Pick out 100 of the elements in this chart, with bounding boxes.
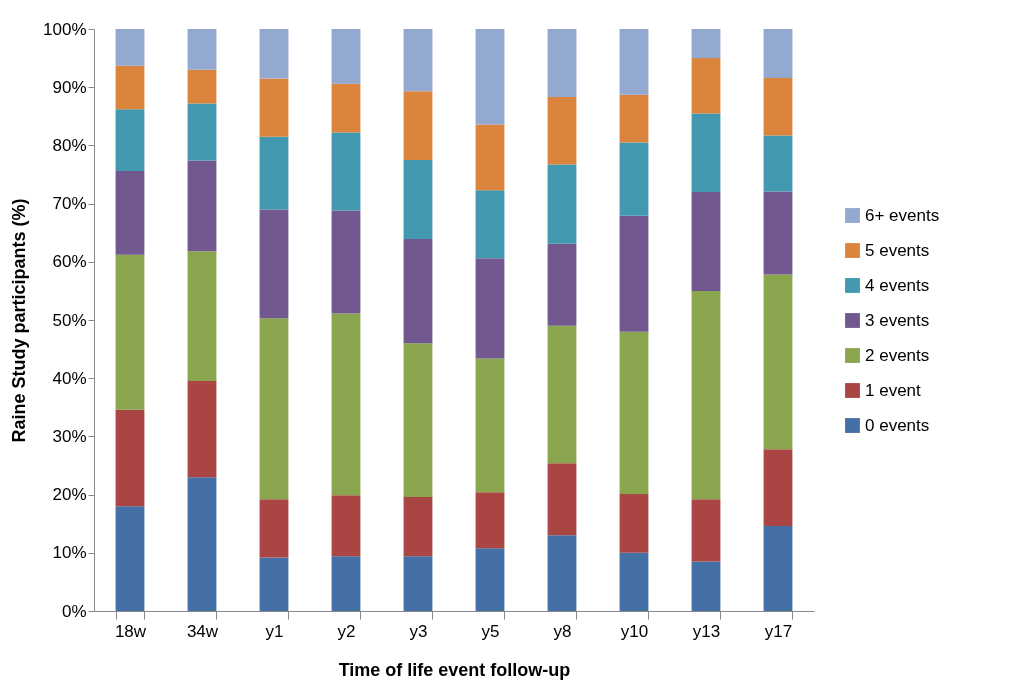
bar — [115, 506, 145, 611]
bar — [691, 191, 721, 291]
x-tick-label: y10 — [620, 621, 649, 641]
bar — [259, 209, 289, 319]
bar — [259, 136, 289, 210]
bar — [187, 103, 217, 161]
bar — [187, 477, 217, 611]
x-tick-label: y17 — [764, 621, 793, 641]
bar — [403, 91, 433, 160]
bar — [187, 69, 217, 104]
bar — [331, 556, 361, 611]
bar — [403, 343, 433, 497]
bar — [187, 381, 217, 478]
bar — [619, 142, 649, 216]
y-tick-label: 50% — [52, 310, 87, 330]
bar — [115, 254, 145, 410]
bar — [115, 29, 145, 66]
x-tick-label: 18w — [114, 621, 147, 641]
y-tick-label: 40% — [52, 368, 87, 388]
legend-label: 0 events — [865, 415, 930, 435]
x-axis-title: Time of life event follow-up — [338, 659, 571, 680]
x-tick-label: y8 — [553, 621, 572, 641]
bar — [475, 29, 505, 125]
x-tick-label: y2 — [337, 621, 356, 641]
bar — [331, 29, 361, 84]
legend-label: 2 events — [865, 345, 930, 365]
bar — [187, 29, 217, 70]
bar — [115, 171, 145, 255]
bar — [259, 318, 289, 500]
bar — [115, 65, 145, 110]
bar — [331, 210, 361, 314]
legend-label: 3 events — [865, 310, 930, 330]
bar — [331, 495, 361, 557]
y-tick-label: 90% — [52, 77, 87, 97]
bar — [475, 358, 505, 493]
y-axis-title: Raine Study participants (%) — [9, 198, 30, 443]
bar — [403, 496, 433, 557]
bar — [547, 164, 577, 244]
legend-label: 4 events — [865, 275, 930, 295]
bar — [619, 29, 649, 95]
y-tick-label: 60% — [52, 252, 87, 272]
bar — [331, 83, 361, 133]
bar — [475, 548, 505, 611]
bar — [547, 29, 577, 98]
bar — [331, 313, 361, 496]
bar — [187, 160, 217, 252]
x-tick-label: y5 — [481, 621, 500, 641]
bar — [475, 258, 505, 359]
bar — [403, 159, 433, 240]
x-tick-label: y3 — [409, 621, 428, 641]
bar — [691, 561, 721, 611]
bar — [763, 29, 793, 78]
bar — [547, 463, 577, 536]
bar — [475, 492, 505, 549]
y-tick-label: 20% — [52, 485, 87, 505]
x-tick-label: y13 — [692, 621, 721, 641]
bar — [763, 135, 793, 192]
bar — [763, 77, 793, 136]
bar — [475, 190, 505, 259]
bar — [475, 124, 505, 191]
bar — [547, 97, 577, 165]
legend-label: 1 event — [865, 380, 922, 400]
bar — [547, 325, 577, 464]
bar — [619, 94, 649, 143]
bar — [403, 239, 433, 344]
y-tick-label: 0% — [61, 601, 87, 621]
bar — [763, 526, 793, 611]
bar — [547, 243, 577, 326]
bar — [259, 499, 289, 558]
bar — [619, 552, 649, 611]
bar — [187, 251, 217, 382]
y-tick-label: 100% — [43, 19, 87, 39]
bar — [115, 409, 145, 507]
bar — [619, 215, 649, 332]
bar — [763, 191, 793, 275]
y-tick-label: 30% — [52, 426, 87, 446]
y-tick-label: 70% — [52, 194, 87, 214]
bar — [691, 499, 721, 562]
bar — [619, 494, 649, 553]
bar — [691, 58, 721, 114]
y-tick-label: 80% — [52, 135, 87, 155]
bar — [259, 557, 289, 611]
bar — [331, 132, 361, 211]
y-tick-label: 10% — [52, 543, 87, 563]
bar — [259, 29, 289, 79]
bar — [115, 109, 145, 172]
bar — [691, 290, 721, 500]
bar — [619, 331, 649, 495]
legend-label: 5 events — [865, 240, 930, 260]
bar — [691, 113, 721, 192]
bar — [403, 29, 433, 92]
x-tick-label: 34w — [186, 621, 219, 641]
bar — [763, 449, 793, 527]
x-tick-label: y1 — [265, 621, 284, 641]
bar — [259, 78, 289, 137]
bar — [763, 274, 793, 450]
legend-label: 6+ events — [865, 205, 940, 225]
bar — [691, 29, 721, 59]
bar — [547, 535, 577, 611]
bar — [403, 556, 433, 611]
